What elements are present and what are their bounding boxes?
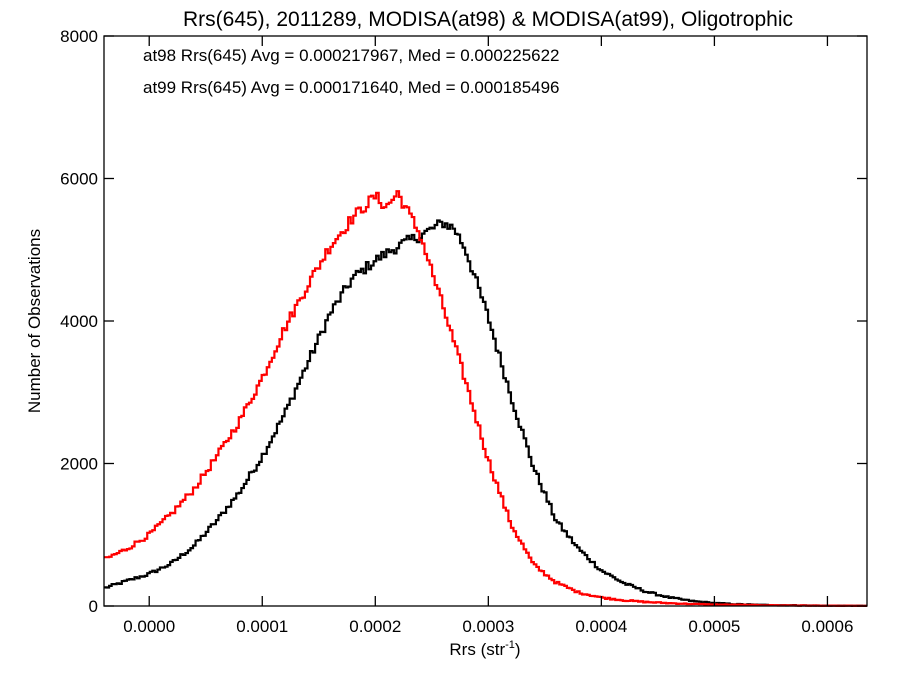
series-line-at99: [104, 190, 867, 608]
series-line-at98: [104, 219, 867, 607]
legend: at98 Rrs(645) Avg = 0.000217967, Med = 0…: [143, 46, 560, 97]
y-tick-label: 0: [89, 597, 98, 616]
y-tick-label: 8000: [60, 27, 98, 46]
x-tick-label: 0.0003: [462, 617, 514, 636]
x-axis-label-close: ): [515, 640, 521, 659]
x-axis-label-superscript: -1: [505, 639, 515, 651]
legend-entry-at99: at99 Rrs(645) Avg = 0.000171640, Med = 0…: [143, 78, 560, 97]
series-layer: [104, 190, 867, 608]
y-axis-label: Number of Observations: [25, 229, 44, 413]
y-axis: 0 2000 4000 6000 8000: [60, 27, 867, 616]
y-tick-label: 2000: [60, 455, 98, 474]
y-tick-label: 4000: [60, 312, 98, 331]
chart-title: Rrs(645), 2011289, MODISA(at98) & MODISA…: [183, 8, 793, 31]
legend-entry-at98: at98 Rrs(645) Avg = 0.000217967, Med = 0…: [143, 46, 560, 65]
x-axis: 0.0000 0.0001 0.0002 0.0003 0.0004 0.0005 0.00…: [123, 36, 853, 636]
x-tick-label: 0.0002: [349, 617, 401, 636]
x-axis-label: Rrs (str-1): [449, 639, 520, 659]
x-axis-label-main: Rrs (str: [449, 640, 505, 659]
y-tick-label: 6000: [60, 170, 98, 189]
x-tick-label: 0.0005: [688, 617, 740, 636]
x-tick-label: 0.0004: [575, 617, 627, 636]
x-tick-label: 0.0006: [801, 617, 853, 636]
x-tick-label: 0.0000: [123, 617, 175, 636]
x-tick-label: 0.0001: [236, 617, 288, 636]
